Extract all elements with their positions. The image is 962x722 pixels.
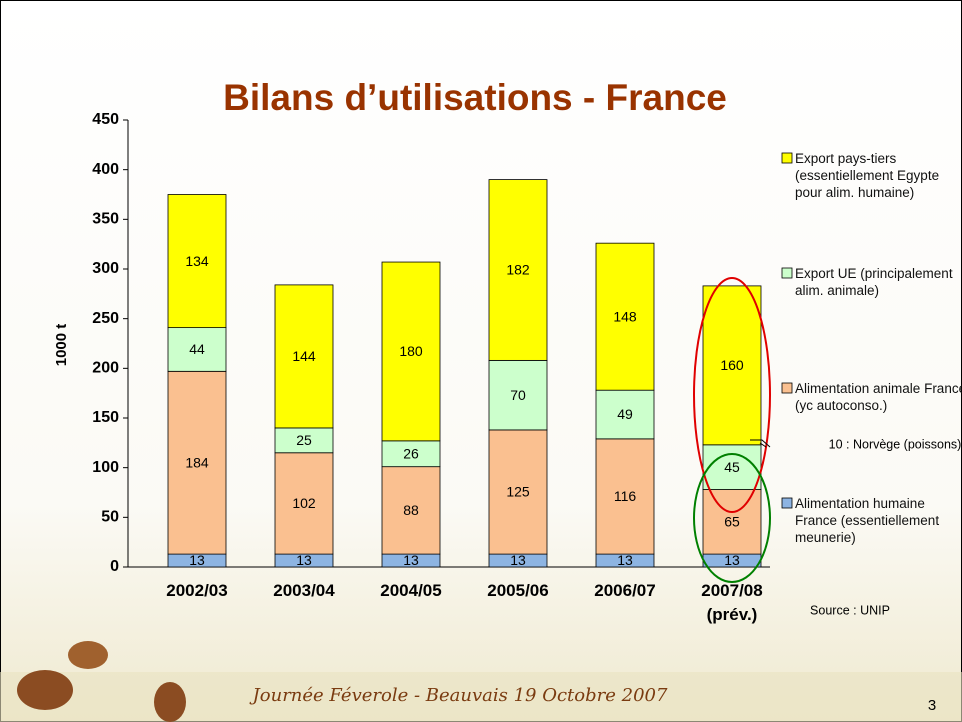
legend-marker [782, 383, 792, 393]
value-label: 125 [506, 484, 530, 500]
bean [68, 641, 108, 669]
value-label: 102 [292, 495, 316, 511]
x-tick-label: 2005/06 [468, 579, 568, 603]
value-label: 70 [510, 387, 526, 403]
value-label: 116 [614, 488, 637, 504]
page-number: 3 [928, 697, 936, 714]
x-tick-label: 2004/05 [361, 579, 461, 603]
x-tick-label: 2006/07 [575, 579, 675, 603]
chart-title: Bilans d’utilisations - France [223, 77, 727, 118]
legend-marker [782, 153, 792, 163]
value-label: 144 [292, 348, 316, 364]
value-label: 13 [189, 552, 205, 568]
y-tick-label: 50 [101, 509, 119, 526]
y-axis-label: 1000 t [53, 324, 70, 367]
value-label: 184 [185, 454, 209, 470]
legend-label: Alimentation humaine France (essentielle… [795, 495, 962, 546]
y-tick-label: 350 [92, 211, 119, 228]
value-label: 13 [510, 552, 526, 568]
y-tick-label: 250 [92, 310, 119, 327]
value-label: 13 [296, 552, 312, 568]
footer-text: Journée Féverole - Beauvais 19 Octobre 2… [249, 685, 668, 706]
slide: Bilans d’utilisations - France 1000 t 10… [0, 0, 962, 722]
x-tick-label: 2002/03 [147, 579, 247, 603]
x-tick-label: 2003/04 [254, 579, 354, 603]
chart: Bilans d’utilisations - France 1000 t 10… [0, 0, 962, 722]
value-label: 13 [617, 552, 633, 568]
legend-marker [782, 498, 792, 508]
value-label: 182 [506, 262, 530, 278]
value-label: 134 [185, 253, 209, 269]
value-label: 25 [296, 432, 312, 448]
y-tick-label: 400 [92, 161, 119, 178]
y-tick-label: 0 [110, 558, 119, 575]
legend-label: Export UE (principalement alim. animale) [795, 265, 962, 299]
value-label: 26 [403, 445, 419, 461]
bean [154, 682, 186, 722]
value-label: 49 [617, 406, 633, 422]
bean [17, 670, 73, 710]
value-label: 13 [724, 552, 740, 568]
annotation: Source : UNIP [810, 603, 890, 617]
value-label: 88 [403, 502, 419, 518]
legend-label: Export pays-tiers (essentiellement Egypt… [795, 150, 962, 201]
y-tick-label: 450 [92, 111, 119, 128]
annotation: 10 : Norvège (poissons) [829, 437, 962, 451]
value-label: 13 [403, 552, 419, 568]
value-label: 148 [613, 308, 637, 324]
value-label: 160 [720, 357, 744, 373]
value-label: 65 [724, 514, 740, 530]
y-tick-label: 100 [92, 459, 119, 476]
y-tick-label: 300 [92, 260, 119, 277]
value-label: 180 [399, 343, 423, 359]
legend-label: Alimentation animale France (yc autocons… [795, 380, 962, 414]
value-label: 45 [724, 459, 740, 475]
value-label: 44 [189, 341, 205, 357]
x-tick-label: 2007/08 (prév.) [682, 579, 782, 627]
y-tick-label: 150 [92, 409, 119, 426]
legend-marker [782, 268, 792, 278]
y-tick-label: 200 [92, 360, 119, 377]
